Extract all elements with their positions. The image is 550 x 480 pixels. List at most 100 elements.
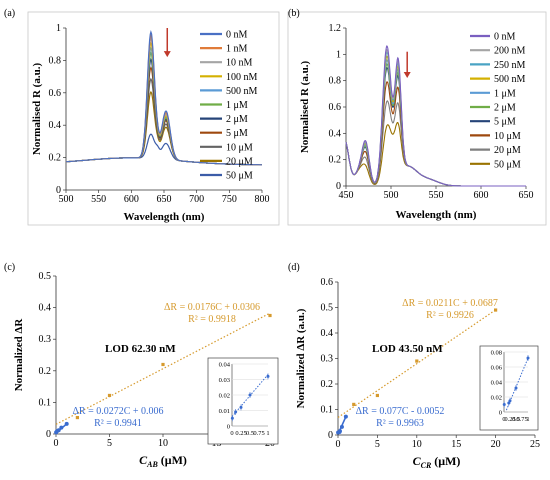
y-tick-label: 0.6	[321, 277, 334, 288]
x-tick-label: 700	[189, 194, 204, 205]
high-range-point	[375, 393, 379, 398]
y-tick-label: 0	[46, 429, 51, 440]
y-tick-label: 0.8	[329, 76, 342, 87]
inset-x-tick-label: 0	[230, 430, 233, 437]
high-range-fit-line	[55, 312, 271, 425]
legend-label: 0 nM	[494, 32, 516, 43]
y-tick-label: 1.2	[329, 23, 342, 34]
high-range-point	[75, 415, 79, 420]
x-tick-label: 650	[519, 190, 534, 201]
y-tick-label: 0	[328, 430, 333, 441]
lod-label: LOD 43.50 nM	[372, 343, 443, 355]
inset-x-tick-label: 0.5	[512, 416, 520, 423]
y-tick-label: 0.2	[49, 153, 62, 164]
y-tick-label: 0.4	[49, 120, 62, 131]
legend-label: 1 μM	[226, 100, 248, 111]
y-tick-label: 0.1	[321, 405, 334, 416]
x-tick-label: 450	[339, 190, 354, 201]
x-tick-label: 15	[451, 439, 461, 450]
high-range-fit-line	[337, 309, 496, 418]
y-tick-label: 0	[56, 185, 61, 196]
y-tick-label: 0.4	[329, 128, 342, 139]
y-tick-label: 0.2	[39, 366, 52, 377]
x-tick-label: 550	[429, 190, 444, 201]
trend-arrow-head	[163, 51, 171, 58]
legend-label: 1 μM	[494, 88, 516, 99]
inset-x-tick-label: 0.5	[246, 430, 254, 437]
legend-label: 250 nM	[494, 60, 526, 71]
high-range-point	[107, 393, 112, 398]
y-tick-label: 1	[56, 23, 61, 34]
inset-plot: 00.010.020.030.040 0.25 0.5 0.75 1	[207, 357, 279, 445]
y-tick-label: 0.8	[49, 55, 62, 66]
x-axis-label: Wavelength (nm)	[396, 209, 477, 221]
legend-label: 5 μM	[494, 117, 516, 128]
panel-b-frame	[287, 11, 547, 226]
high-range-point	[352, 402, 356, 406]
inset-frame	[479, 345, 539, 431]
legend-label: 500 nM	[494, 74, 526, 85]
y-tick-label: 0.4	[39, 303, 52, 314]
y-tick-label: 0.3	[39, 334, 52, 345]
y-tick-label: 0.4	[321, 328, 334, 339]
inset-x-tick-label: 0.75	[516, 416, 527, 423]
y-axis-label: Normalized ΔR (a.u.)	[295, 308, 307, 408]
inset-plot: 0 0.02 0.04 0.06 0.08 00.250.50.751	[479, 345, 539, 431]
legend-label: 2 μM	[226, 114, 248, 125]
legend-label: 5 μM	[226, 128, 248, 139]
high-range-r2: R² = 0.9918	[188, 314, 236, 325]
high-range-r2: R² = 0.9926	[426, 310, 474, 321]
inset-y-tick-label: 0.01	[219, 408, 230, 415]
x-axis-label: CAB (μM)	[139, 453, 187, 469]
x-tick-label: 5	[375, 439, 380, 450]
y-axis-label: Normalised R (a.u.)	[299, 61, 311, 154]
inset-x-tick-label: 0.25	[504, 416, 515, 423]
y-tick-label: 0.6	[49, 88, 62, 99]
spectrum-line	[345, 100, 526, 187]
x-tick-label: 750	[222, 194, 237, 205]
legend-label: 20 μM	[494, 145, 521, 156]
high-range-equation: ΔR = 0.0176C + 0.0306	[164, 302, 260, 313]
legend-label: 10 μM	[226, 142, 253, 153]
y-axis-label: Normalized ΔR	[13, 318, 25, 392]
low-range-equation: ΔR = 0.0272C + 0.006	[72, 406, 163, 417]
x-tick-label: 10	[158, 438, 168, 449]
high-range-point	[494, 308, 498, 312]
legend-label: 0 nM	[226, 30, 248, 41]
y-tick-label: 0.5	[321, 303, 334, 314]
x-axis-label: Wavelength (nm)	[124, 211, 205, 223]
inset-y-tick-label: 0.04	[491, 379, 503, 386]
x-tick-label: 550	[91, 194, 106, 205]
legend-label: 2 μM	[494, 103, 516, 114]
y-tick-label: 1	[336, 49, 341, 60]
high-range-point	[161, 362, 165, 367]
inset-y-tick-label: 0.06	[491, 364, 503, 371]
inset-x-tick-label: 1	[526, 416, 529, 423]
x-tick-label: 0	[336, 439, 341, 450]
inset-x-tick-label: 0	[502, 416, 505, 423]
x-tick-label: 5	[107, 438, 112, 449]
panel-label-d: (d)	[288, 262, 300, 273]
high-range-equation: ΔR = 0.0211C + 0.0687	[402, 298, 498, 309]
low-range-r2: R² = 0.9963	[376, 418, 424, 429]
inset-y-tick-label: 0	[499, 409, 502, 416]
spectrum-line	[345, 44, 526, 187]
trend-arrow-head	[403, 72, 411, 79]
x-tick-label: 600	[474, 190, 489, 201]
inset-x-tick-label: 0.75	[253, 430, 264, 437]
legend-label: 10 nM	[226, 58, 253, 69]
x-tick-label: 500	[59, 194, 74, 205]
inset-frame	[207, 357, 279, 445]
low-range-segment	[337, 416, 347, 435]
x-tick-label: 800	[255, 194, 270, 205]
inset-y-tick-label: 0.08	[491, 349, 502, 356]
inset-y-tick-label: 0.02	[219, 392, 230, 399]
legend-label: 200 nM	[494, 46, 526, 57]
legend-label: 20 μM	[226, 156, 253, 167]
legend-label: 10 μM	[494, 131, 521, 142]
panel-label-c: (c)	[4, 262, 15, 273]
high-range-point	[415, 359, 419, 363]
